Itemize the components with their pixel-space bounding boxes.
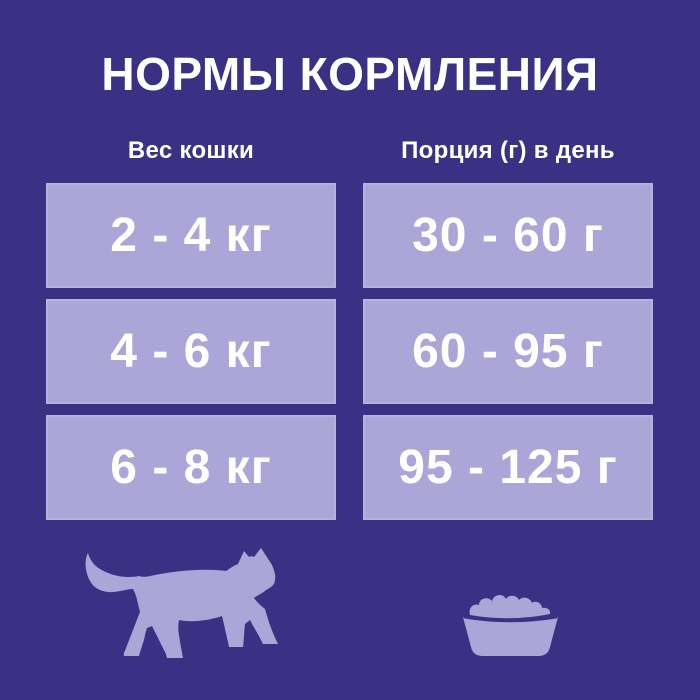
food-bowl-icon (463, 595, 558, 656)
table-cell-weight-row1: 2 - 4 кг (46, 183, 336, 288)
feeding-table: 2 - 4 кг 30 - 60 г 4 - 6 кг 60 - 95 г 6 … (46, 183, 653, 520)
table-cell-portion-row2: 60 - 95 г (363, 299, 653, 404)
table-header-row: Вес кошки Порция (г) в день (46, 137, 653, 164)
column-header-cat-weight: Вес кошки (127, 137, 255, 164)
cat-silhouette-icon (85, 548, 278, 658)
table-cell-weight-row2: 4 - 6 кг (46, 299, 336, 404)
table-cell-weight-row3: 6 - 8 кг (46, 415, 336, 520)
table-cell-portion-row3: 95 - 125 г (363, 415, 653, 520)
table-cell-portion-row1: 30 - 60 г (363, 183, 653, 288)
column-header-portion-per-day: Порция (г) в день (401, 137, 615, 164)
page-title: НОРМЫ КОРМЛЕНИЯ (101, 48, 599, 100)
